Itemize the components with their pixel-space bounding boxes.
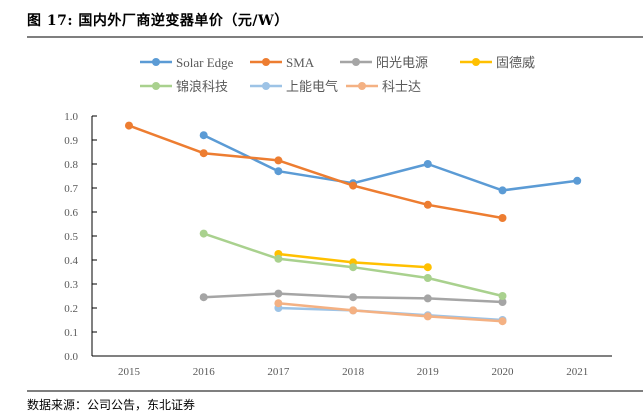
data-point: [349, 306, 358, 315]
x-tick-label: 2018: [342, 366, 365, 378]
data-point: [498, 317, 507, 326]
data-point: [423, 263, 432, 272]
data-point: [423, 200, 432, 209]
data-point: [498, 292, 507, 300]
series-line: [278, 301, 503, 323]
data-point: [349, 181, 358, 190]
x-tick-label: 2019: [417, 366, 440, 378]
data-point: [125, 121, 133, 130]
data-point: [423, 274, 432, 282]
y-tick-label: 0.0: [64, 351, 78, 363]
legend-label: Solar Edge: [176, 55, 234, 70]
x-tick-label: 2020: [492, 366, 515, 378]
y-tick-label: 0.6: [64, 207, 78, 219]
source-note: 数据来源：公司公告，东北证券: [27, 398, 196, 412]
y-tick-label: 0.5: [64, 231, 78, 243]
y-tick-label: 0.8: [64, 159, 78, 171]
x-tick-label: 2016: [193, 366, 216, 378]
data-point: [423, 160, 432, 168]
legend-label: 科士达: [382, 79, 421, 94]
data-point: [573, 176, 582, 185]
series-4: [199, 229, 507, 300]
figure-title: 图 17: 国内外厂商逆变器单价（元/W）: [27, 13, 289, 29]
series-line: [128, 124, 503, 220]
legend-item: 科士达: [346, 79, 421, 94]
data-point: [199, 149, 208, 158]
y-tick-label: 0.3: [64, 279, 78, 291]
data-point: [274, 289, 283, 298]
legend-label: 上能电气: [286, 79, 338, 94]
title-divider: [27, 36, 643, 38]
data-point: [274, 299, 283, 308]
data-point: [423, 312, 432, 321]
legend-item: 上能电气: [250, 79, 338, 94]
y-tick-label: 1.0: [64, 111, 78, 123]
series-line: [203, 134, 578, 192]
data-point: [349, 293, 358, 302]
x-tick-label: 2015: [118, 366, 141, 378]
legend-swatch-marker: [352, 58, 360, 66]
data-point: [498, 298, 507, 306]
legend-item: Solar Edge: [140, 55, 234, 70]
data-point: [498, 214, 507, 222]
x-tick-label: 2021: [566, 366, 588, 378]
legend-swatch-marker: [262, 82, 270, 90]
legend-label: 阳光电源: [376, 55, 428, 70]
y-tick-label: 0.9: [64, 135, 78, 147]
data-point: [274, 254, 283, 263]
y-tick-label: 0.4: [64, 255, 78, 267]
legend-swatch-marker: [152, 58, 160, 66]
legend-swatch-marker: [152, 82, 160, 90]
legend-item: 锦浪科技: [140, 79, 228, 94]
x-tick-label: 2017: [267, 366, 290, 378]
legend-item: SMA: [250, 55, 315, 70]
data-point: [199, 293, 208, 302]
data-point: [199, 229, 208, 238]
series-2: [199, 289, 507, 306]
series-layer: [125, 121, 582, 326]
legend-swatch-marker: [262, 58, 270, 66]
series-6: [274, 299, 507, 326]
legend-swatch-marker: [358, 82, 366, 90]
legend-item: 阳光电源: [340, 55, 428, 70]
data-point: [274, 167, 283, 176]
legend-label: 锦浪科技: [176, 79, 228, 94]
y-tick-label: 0.2: [64, 303, 78, 315]
series-0: [199, 131, 582, 195]
data-point: [274, 156, 283, 165]
legend-label: 固德威: [496, 55, 535, 70]
legend-label: SMA: [286, 55, 315, 70]
data-point: [349, 263, 358, 272]
source-divider: [27, 390, 643, 392]
legend-swatch-marker: [472, 58, 480, 66]
data-point: [423, 294, 432, 303]
series-1: [125, 121, 507, 222]
legend-item: 固德威: [460, 55, 535, 70]
y-tick-label: 0.1: [64, 327, 78, 339]
y-tick-label: 0.7: [64, 183, 78, 195]
axes: 0.0 0.1 0.2 0.3 0.4 0.5 0.6 0.7 0.8 0.9 1.0 2015 201…: [64, 111, 612, 378]
data-point: [498, 186, 507, 195]
data-point: [199, 131, 208, 140]
